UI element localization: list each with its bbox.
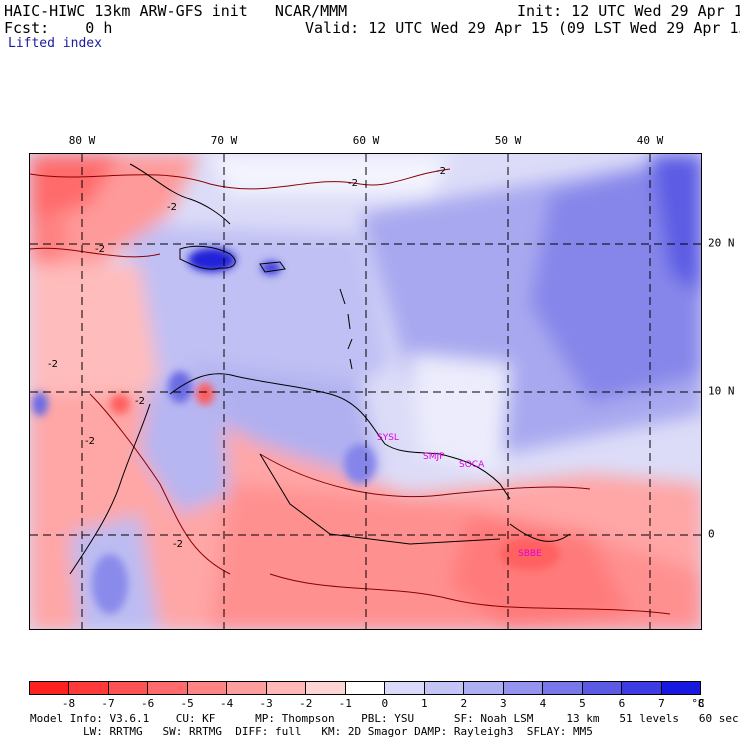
station-label-smjp: SMJP bbox=[423, 452, 445, 462]
colorbar-tick-label: -1 bbox=[338, 697, 352, 710]
lon-label-50w: 50 W bbox=[494, 134, 522, 147]
colorbar-tick-label: 8 bbox=[697, 697, 705, 710]
colorbar-tick-label: -6 bbox=[140, 697, 155, 710]
colorbar-tick-label: 0 bbox=[381, 697, 389, 710]
contour-label: -2 bbox=[167, 202, 177, 213]
colorbar-swatch bbox=[266, 682, 307, 694]
field-name: Lifted index bbox=[8, 36, 102, 51]
lat-label-20n: 20 N bbox=[708, 236, 735, 250]
contour-label: -2 bbox=[48, 359, 58, 370]
colorbar-tick-label: 1 bbox=[420, 697, 428, 710]
chart-title: HAIC-HIWC 13km ARW-GFS init NCAR/MMM bbox=[4, 2, 348, 20]
contour-label: -2 bbox=[173, 539, 183, 550]
colorbar-tick-label: 5 bbox=[579, 697, 586, 710]
colorbar-swatch bbox=[661, 682, 700, 694]
contour-label: -2 bbox=[348, 178, 358, 189]
colorbar-swatch bbox=[622, 682, 662, 694]
colorbar-tick-label: -5 bbox=[180, 697, 194, 710]
forecast-hour: Fcst: 0 h bbox=[4, 19, 113, 37]
init-time: Init: 12 UTC Wed 29 Apr 15 bbox=[517, 2, 740, 20]
colorbar-unit: °C bbox=[691, 697, 705, 710]
lat-label-0: 0 bbox=[708, 527, 715, 541]
colorbar-swatch bbox=[503, 682, 544, 694]
colorbar-swatch bbox=[424, 682, 465, 694]
colorbar-swatch bbox=[108, 682, 149, 694]
field-shading bbox=[30, 154, 701, 629]
colorbar-tick-label: 2 bbox=[460, 697, 468, 710]
colorbar-tick-label: -7 bbox=[101, 697, 115, 710]
contour-lines bbox=[30, 168, 671, 615]
lifted-index-map: -2 -2 -2 -2 -2 -2 -2 -2 SYSL SMJP SOCA S… bbox=[29, 153, 702, 630]
colorbar-tick-label: -4 bbox=[220, 697, 234, 710]
colorbar-swatch bbox=[227, 682, 267, 694]
lon-label-80w: 80 W bbox=[68, 134, 96, 147]
colorbar-tick-label: 3 bbox=[500, 697, 507, 710]
lat-label-10n: 10 N bbox=[708, 384, 735, 398]
contour-label: -2 bbox=[95, 244, 105, 255]
colorbar-tick-label: -2 bbox=[299, 697, 313, 710]
colorbar-swatch bbox=[464, 682, 504, 694]
contour-label: -2 bbox=[436, 166, 446, 177]
lat-lon-grid bbox=[30, 154, 701, 629]
coastlines bbox=[69, 163, 571, 575]
colorbar-swatch bbox=[187, 682, 228, 694]
colorbar-swatch bbox=[30, 682, 70, 694]
colorbar-tick-label: -8 bbox=[61, 697, 76, 710]
station-label-soca: SOCA bbox=[459, 460, 485, 470]
station-label-sbbe: SBBE bbox=[518, 549, 542, 559]
colorbar-swatch bbox=[345, 682, 386, 694]
model-info-line1: Model Info: V3.6.1 CU: KF MP: Thompson P… bbox=[30, 712, 739, 725]
lon-label-40w: 40 W bbox=[636, 134, 664, 147]
colorbar-tick-label: 6 bbox=[618, 697, 626, 710]
contour-label-group: -2 -2 -2 -2 -2 -2 -2 -2 bbox=[48, 166, 446, 550]
colorbar-tick-label: 4 bbox=[539, 697, 547, 710]
lon-label-70w: 70 W bbox=[210, 134, 238, 147]
model-info-line2: LW: RRTMG SW: RRTMG DIFF: full KM: 2D Sm… bbox=[30, 725, 593, 738]
colorbar-swatch bbox=[306, 682, 346, 694]
colorbar-swatch bbox=[148, 682, 188, 694]
map-canvas: -2 -2 -2 -2 -2 -2 -2 -2 bbox=[30, 154, 701, 629]
station-label-sysl: SYSL bbox=[377, 433, 399, 443]
valid-time: Valid: 12 UTC Wed 29 Apr 15 (09 LST Wed … bbox=[305, 19, 740, 37]
colorbar-swatch bbox=[543, 682, 583, 694]
contour-label: -2 bbox=[85, 436, 95, 447]
contour-label: -2 bbox=[135, 396, 145, 407]
colorbar-swatch bbox=[582, 682, 623, 694]
colorbar bbox=[29, 681, 701, 695]
colorbar-tick-label: -3 bbox=[259, 697, 273, 710]
colorbar-tick-label: 7 bbox=[658, 697, 665, 710]
field-cores bbox=[32, 248, 560, 614]
colorbar-swatch bbox=[69, 682, 109, 694]
colorbar-swatch bbox=[385, 682, 425, 694]
lon-label-60w: 60 W bbox=[352, 134, 380, 147]
